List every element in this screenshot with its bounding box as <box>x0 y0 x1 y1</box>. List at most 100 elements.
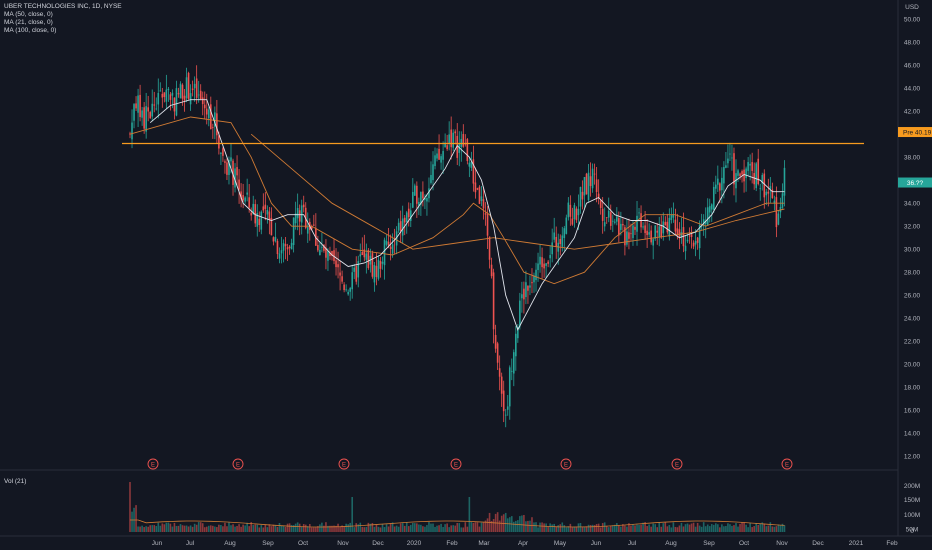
volume-bar <box>250 522 252 532</box>
volume-bar <box>640 524 642 532</box>
volume-bar <box>403 525 406 532</box>
volume-bar <box>506 518 509 532</box>
candle-body <box>442 151 444 160</box>
candle-body <box>276 240 279 255</box>
volume-bar <box>626 526 628 532</box>
candle-body <box>708 206 711 213</box>
candle-body <box>155 108 158 110</box>
volume-bar <box>298 523 301 532</box>
volume-bar <box>387 526 390 532</box>
volume-bar <box>551 524 553 532</box>
candle-body <box>642 226 644 228</box>
candle-body <box>721 177 723 191</box>
candle-body <box>422 191 424 199</box>
candle-body <box>351 272 353 290</box>
volume-bar <box>688 524 691 532</box>
volume-bar <box>472 522 475 532</box>
volume-bar <box>557 525 560 532</box>
candle-body <box>506 406 509 410</box>
volume-bar <box>405 522 408 532</box>
candle-body <box>399 221 402 232</box>
volume-bar <box>422 526 424 532</box>
volume-bar <box>739 523 741 532</box>
earnings-marker-label: E <box>785 462 789 468</box>
volume-bar <box>575 526 578 532</box>
candle-body <box>757 158 760 185</box>
volume-tick-label: 100M <box>904 512 920 519</box>
candle-body <box>597 193 600 199</box>
candle-body <box>165 89 168 102</box>
volume-bar <box>638 524 640 532</box>
candle-body <box>290 242 293 250</box>
candle-body <box>521 294 523 299</box>
candle-body <box>367 250 370 269</box>
candle-body <box>765 191 768 196</box>
volume-bar <box>389 523 392 532</box>
candle-body <box>743 169 745 182</box>
volume-bar <box>496 512 499 532</box>
candle-body <box>456 135 459 158</box>
candle-body <box>355 266 358 282</box>
candle-body <box>577 208 580 216</box>
candle-body <box>436 153 438 159</box>
volume-bar <box>416 523 418 532</box>
volume-bar <box>508 517 511 532</box>
volume-bar <box>581 526 584 532</box>
volume-bar <box>216 527 218 532</box>
earnings-marker <box>671 458 683 470</box>
x-tick-label: Oct <box>739 540 749 547</box>
volume-bar <box>224 522 226 532</box>
volume-bar <box>282 526 285 532</box>
volume-bar <box>385 524 388 532</box>
volume-bar <box>607 527 610 532</box>
volume-bar <box>367 522 370 532</box>
candle-body <box>531 282 533 284</box>
candle-body <box>662 221 665 234</box>
candle-body <box>519 300 521 327</box>
volume-bar <box>555 526 558 532</box>
volume-bar <box>577 523 580 532</box>
y-tick-label: 46.00 <box>904 63 921 70</box>
volume-bar <box>163 524 166 532</box>
volume-bar <box>587 524 590 532</box>
candle-body <box>226 162 228 175</box>
candle-body <box>761 174 764 184</box>
candle-body <box>603 222 606 227</box>
volume-bar <box>302 524 305 532</box>
volume-bar <box>513 521 515 532</box>
volume-bar <box>670 527 673 532</box>
volume-bar <box>706 524 709 532</box>
volume-bar <box>628 523 630 532</box>
volume-bar <box>185 525 188 532</box>
candle-body <box>581 191 584 200</box>
volume-bar <box>729 524 731 532</box>
volume-bar <box>537 527 539 532</box>
candle-body <box>296 207 299 219</box>
candle-body <box>359 254 362 257</box>
candle-body <box>541 257 543 268</box>
candle-body <box>775 197 778 228</box>
candle-body <box>298 210 301 222</box>
candle-body <box>652 239 654 246</box>
candle-body <box>313 224 315 226</box>
volume-bar <box>434 526 436 532</box>
candle-body <box>282 243 285 251</box>
volume-bar <box>319 524 321 532</box>
volume-bar <box>337 523 339 532</box>
volume-bar <box>203 527 206 532</box>
candle-body <box>177 93 180 95</box>
earnings-marker-label: E <box>454 462 458 468</box>
legend-ma50: MA (50, close, 0) <box>4 11 53 18</box>
volume-bar <box>589 525 592 532</box>
candle-body <box>482 199 485 209</box>
volume-bar <box>753 526 755 532</box>
volume-bar <box>252 524 255 532</box>
x-tick-label: May <box>554 540 567 547</box>
candle-body <box>258 218 261 226</box>
candle-body <box>523 288 525 300</box>
volume-bar <box>286 523 289 532</box>
volume-bar <box>765 526 768 532</box>
candle-body <box>234 168 236 188</box>
